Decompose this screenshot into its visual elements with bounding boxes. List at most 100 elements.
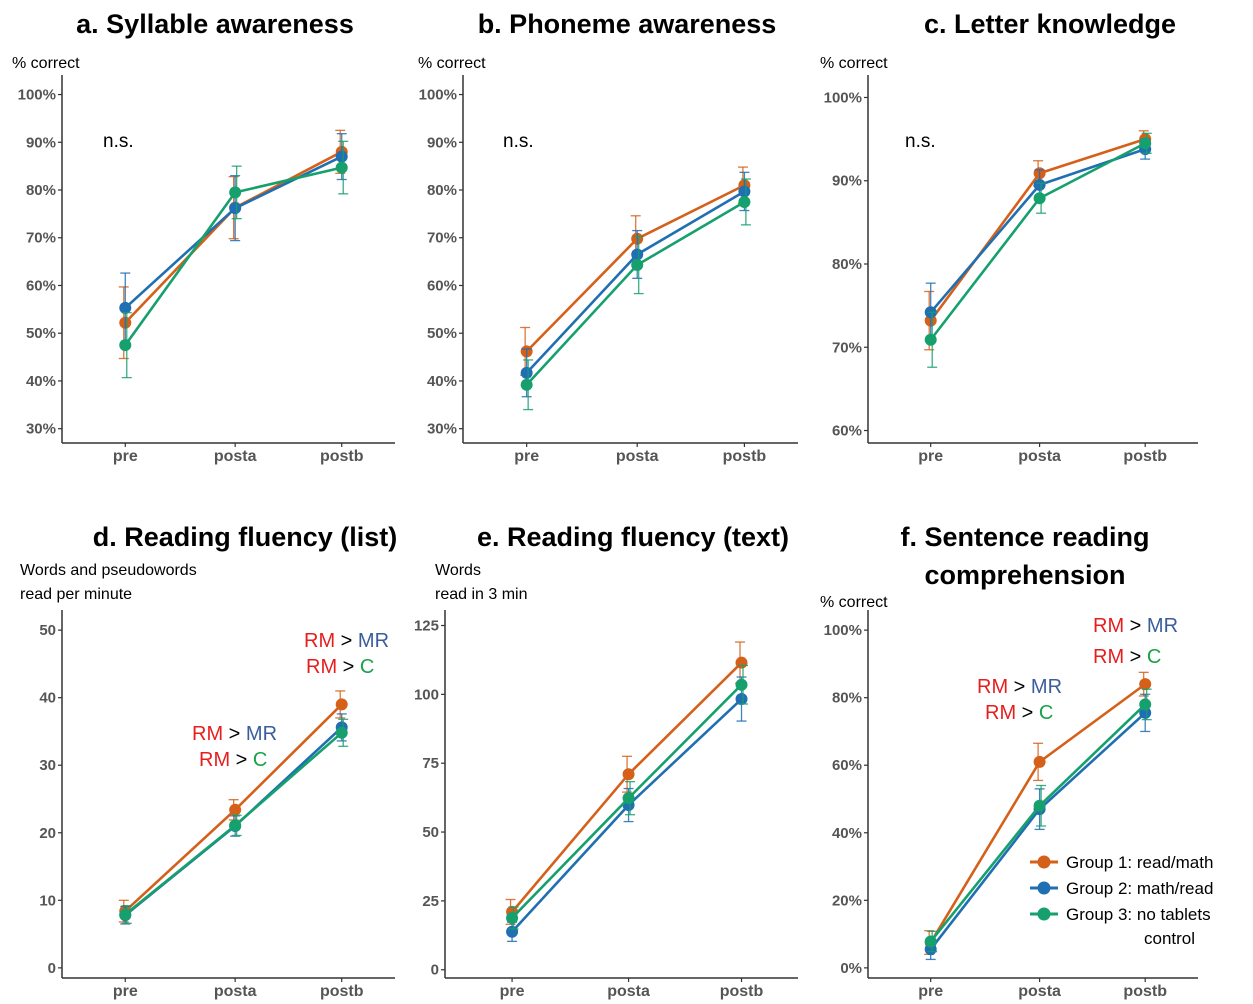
series-g2: [520, 171, 751, 398]
x-tick-label: posta: [607, 983, 650, 1000]
data-point: [735, 656, 748, 669]
y-tick-label: 70%: [832, 339, 862, 356]
x-tick-label: pre: [918, 448, 943, 465]
legend-item: Group 2: math/read: [1030, 879, 1213, 898]
comparison-annotation: RM > C: [1093, 646, 1161, 668]
x-tick-label: pre: [918, 983, 943, 1000]
panel-c: c. Letter knowledge % correct 60% 70% 80% 90%…: [820, 9, 1198, 465]
data-point: [119, 339, 132, 352]
data-point: [1033, 799, 1046, 812]
chart-title: e. Reading fluency (text): [477, 522, 789, 552]
legend-marker: [1037, 881, 1051, 895]
x-tick-label: posta: [214, 448, 257, 465]
chart-title: a. Syllable awareness: [76, 9, 354, 39]
x-tick-label: posta: [616, 448, 659, 465]
data-point: [1139, 698, 1152, 711]
series-g3: [924, 132, 1152, 368]
series-g1: [118, 129, 348, 360]
significance-note: n.s.: [503, 131, 534, 152]
y-tick-label: 40: [39, 690, 56, 707]
y-tick-label: 0%: [840, 960, 862, 977]
y-tick-label: 70%: [427, 230, 457, 247]
series-g3: [520, 178, 751, 411]
y-axis-label: % correct: [12, 55, 80, 72]
x-tick-label: postb: [320, 983, 364, 1000]
data-point: [924, 333, 937, 346]
data-point: [738, 195, 751, 208]
y-tick-label: 60%: [832, 757, 862, 774]
y-axis-label: Words and pseudowords: [20, 562, 197, 579]
series-g1: [924, 671, 1152, 956]
y-axis-label: read per minute: [20, 586, 132, 603]
data-point: [1139, 706, 1152, 719]
y-tick-label: 90%: [26, 134, 56, 151]
chart-title: comprehension: [924, 560, 1125, 590]
y-tick-label: 100%: [824, 622, 862, 639]
chart-title: d. Reading fluency (list): [93, 522, 398, 552]
comparison-annotation: RM > C: [306, 656, 374, 678]
legend-item: Group 1: read/math: [1030, 853, 1213, 872]
legend-label-continuation: control: [1144, 929, 1195, 948]
y-tick-label: 100%: [18, 87, 56, 104]
legend-label: Group 1: read/math: [1066, 853, 1213, 872]
data-point: [229, 819, 242, 832]
chart-title: c. Letter knowledge: [924, 9, 1176, 39]
series-g3: [119, 140, 349, 379]
data-point: [1033, 192, 1046, 205]
comparison-annotation: RM > MR: [977, 676, 1062, 698]
chart-title: f. Sentence reading: [900, 522, 1149, 552]
chart-title: b. Phoneme awareness: [478, 9, 777, 39]
y-tick-label: 30%: [26, 421, 56, 438]
y-tick-label: 0: [431, 962, 439, 979]
y-tick-label: 10: [39, 892, 56, 909]
x-tick-label: pre: [113, 983, 138, 1000]
data-point: [335, 161, 348, 174]
comparison-annotation: RM > MR: [1093, 615, 1178, 637]
data-point: [924, 935, 937, 948]
panel-a: a. Syllable awareness % correct 30% 40% 50% 6…: [12, 9, 395, 465]
comparison-annotation: RM > C: [985, 702, 1053, 724]
y-tick-label: 80%: [832, 256, 862, 273]
legend-label: Group 2: math/read: [1066, 879, 1213, 898]
series-g3: [924, 688, 1152, 953]
legend-label: Group 3: no tablets: [1066, 905, 1211, 924]
y-tick-label: 70%: [26, 230, 56, 247]
y-axis-label: read in 3 min: [435, 586, 528, 603]
y-tick-label: 125: [414, 618, 439, 635]
data-point: [735, 693, 748, 706]
y-tick-label: 60%: [427, 277, 457, 294]
y-tick-label: 90%: [832, 173, 862, 190]
comparison-annotation: RM > MR: [304, 630, 389, 652]
data-point: [1139, 137, 1152, 150]
comparison-annotation: RM > C: [199, 749, 267, 771]
y-axis-label: % correct: [820, 594, 888, 611]
data-point: [631, 248, 644, 261]
data-point: [738, 185, 751, 198]
y-tick-label: 100: [414, 686, 439, 703]
data-point: [631, 258, 644, 271]
series-line: [511, 698, 743, 933]
data-point: [119, 301, 132, 314]
data-point: [1139, 678, 1152, 691]
y-tick-label: 50: [422, 824, 439, 841]
y-axis-label: % correct: [418, 55, 486, 72]
y-tick-label: 25: [422, 893, 439, 910]
x-tick-label: postb: [720, 983, 764, 1000]
legend: Group 1: read/math Group 2: math/read Grou…: [1030, 853, 1213, 948]
y-tick-label: 50%: [26, 325, 56, 342]
y-tick-label: 90%: [427, 134, 457, 151]
y-tick-label: 0: [48, 960, 56, 977]
y-tick-label: 60%: [26, 277, 56, 294]
significance-note: n.s.: [103, 131, 134, 152]
y-tick-label: 40%: [427, 373, 457, 390]
y-tick-label: 30: [39, 757, 56, 774]
data-point: [520, 366, 533, 379]
x-tick-label: postb: [1123, 983, 1167, 1000]
y-tick-label: 40%: [832, 825, 862, 842]
data-point: [1033, 755, 1046, 768]
panel-e: e. Reading fluency (text) Words read in 3 …: [414, 522, 798, 1000]
y-tick-label: 100%: [824, 89, 862, 106]
y-tick-label: 30%: [427, 421, 457, 438]
y-tick-label: 20%: [832, 892, 862, 909]
y-tick-label: 20: [39, 825, 56, 842]
